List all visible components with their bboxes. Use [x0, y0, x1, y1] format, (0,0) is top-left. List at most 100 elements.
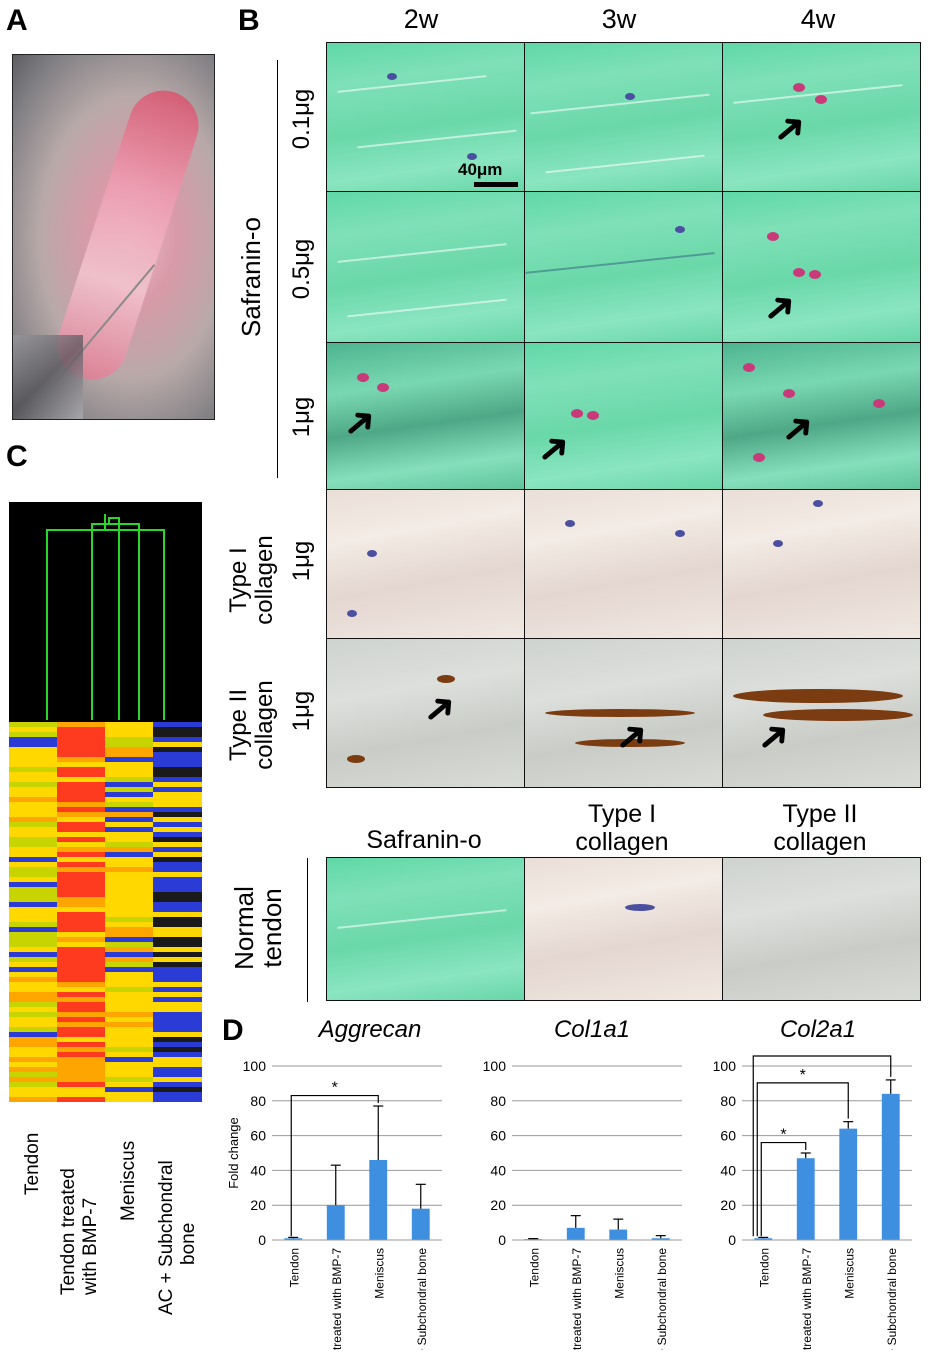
heatmap-cell [153, 862, 202, 867]
heatmap-cell [9, 802, 57, 807]
heatmap-col-label-3: Meniscus [118, 1140, 139, 1221]
group-label-safranin: Safranin-o [236, 217, 266, 337]
heatmap-cell [153, 877, 202, 882]
heatmap-cell [105, 842, 153, 847]
micrograph-safranin-0.1-3w [524, 42, 723, 192]
heatmap-cell [105, 742, 153, 747]
heatmap-cell [57, 822, 105, 827]
column-header-3w: 3w [601, 4, 637, 34]
heatmap-cell [105, 957, 153, 962]
heatmap-cell [153, 732, 202, 737]
heatmap-cell [9, 807, 57, 812]
bar-chart-aggrecan: Fold change 0 20 40 60 80 100 Tendon Tendontreat… [226, 1058, 442, 1350]
heatmap-cell [153, 847, 202, 852]
heatmap-cell [9, 922, 57, 927]
dose-label-row1: 0.1μg [288, 88, 315, 150]
heatmap-cell [9, 767, 57, 772]
heatmap-cell [153, 867, 202, 872]
heatmap-col-label-4: AC + Subchondral bone [156, 1160, 199, 1315]
heatmap-cell [153, 987, 202, 992]
micrograph-safranin-0.5-3w [524, 191, 723, 343]
y-tick-label: 100 [243, 1058, 267, 1074]
heatmap-cell [9, 917, 57, 922]
heatmap-cell [105, 1062, 153, 1067]
micrograph-safranin-0.5-2w [326, 191, 525, 343]
arrow-icon: ➜ [332, 394, 388, 452]
bar [326, 1205, 345, 1240]
heatmap-cell [105, 1012, 153, 1017]
heatmap-cell [9, 1072, 57, 1077]
heatmap-cell [105, 837, 153, 842]
heatmap-col-label-2: Tendon treated with BMP-7 [58, 1168, 101, 1295]
bar-chart-col2a1: 0 20 40 60 80 100 Tendon Tendontreated with BMP… [713, 1050, 912, 1350]
heatmap-cell [9, 742, 57, 747]
heatmap-cell [153, 912, 202, 917]
heatmap-cell [105, 937, 153, 942]
heatmap-cell [57, 722, 105, 727]
heatmap-cell [57, 767, 105, 772]
heatmap-cell [9, 1042, 57, 1047]
panel-letter-b: B [238, 4, 260, 37]
heatmap-cell [105, 1087, 153, 1092]
x-tick-label: Tendon [757, 1248, 771, 1287]
heatmap-cell [9, 972, 57, 977]
micrograph-safranin-1-4w: ➜ [722, 342, 921, 490]
heatmap-cell [9, 1002, 57, 1007]
heatmap-cell [9, 787, 57, 792]
heatmap-cell [57, 1052, 105, 1057]
heatmap-cell [153, 787, 202, 792]
heatmap-cell [153, 1067, 202, 1072]
heatmap-cell [9, 792, 57, 797]
dendrogram [46, 514, 165, 720]
heatmap-cell [153, 972, 202, 977]
heatmap-cell [105, 797, 153, 802]
heatmap-cell [9, 977, 57, 982]
micrograph-safranin-1-3w: ➜ [524, 342, 723, 490]
micrograph-normal-safranin [326, 857, 525, 1001]
heatmap-cell [57, 952, 105, 957]
heatmap-cell [57, 1012, 105, 1017]
heatmap-cell [9, 727, 57, 732]
y-tick-label: 0 [728, 1232, 736, 1248]
group-divider-safranin [277, 60, 278, 478]
heatmap-cell [105, 792, 153, 797]
heatmap-cell [105, 812, 153, 817]
scale-bar [474, 182, 518, 187]
heatmap-cell [105, 822, 153, 827]
y-tick-label: 40 [250, 1162, 266, 1178]
heatmap-cell [57, 847, 105, 852]
y-tick-label: 80 [490, 1093, 506, 1109]
heatmap-cell [153, 1052, 202, 1057]
micrograph-type1-1-4w [722, 489, 921, 639]
heatmap-cell [153, 927, 202, 932]
significance-bracket [752, 1055, 892, 1237]
heatmap-cell [57, 832, 105, 837]
heatmap-cell [153, 882, 202, 887]
heatmap-cell [57, 817, 105, 822]
micrograph-type2-1-4w: ➜ [722, 638, 921, 788]
heatmap-cell [105, 872, 153, 877]
heatmap-cell [105, 952, 153, 957]
heatmap-cell [9, 942, 57, 947]
heatmap-cell [9, 747, 57, 752]
heatmap-cell [105, 917, 153, 922]
heatmap-cell [105, 862, 153, 867]
heatmap-cell [153, 737, 202, 742]
heatmap-cell [57, 1097, 105, 1102]
heatmap-cell [153, 932, 202, 937]
heatmap-cell [105, 1002, 153, 1007]
heatmap-cell [9, 1007, 57, 1012]
heatmap-cell [9, 927, 57, 932]
heatmap-cell [105, 732, 153, 737]
heatmap-cell [105, 997, 153, 1002]
heatmap-col-label-1: Tendon [22, 1132, 43, 1195]
heatmap-cell [105, 857, 153, 862]
heatmap-cell [105, 1032, 153, 1037]
heatmap-cell [57, 1082, 105, 1087]
heatmap-cell [9, 1047, 57, 1052]
heatmap-cell [9, 907, 57, 912]
heatmap-cell [57, 1062, 105, 1067]
heatmap-cell [105, 982, 153, 987]
heatmap-cell [153, 1087, 202, 1092]
arrow-icon: ➜ [752, 279, 808, 337]
